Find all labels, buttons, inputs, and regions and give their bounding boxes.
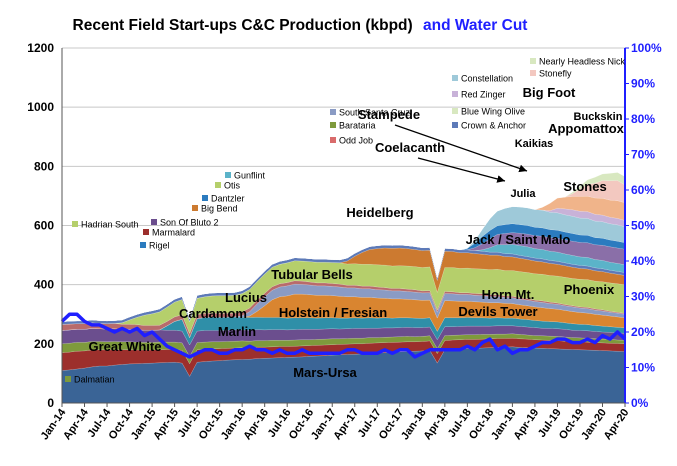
marker-nearly-headless-nick [530,58,536,64]
field-markers: Dalmatian Hadrian South Rigel MarmalardSon … [65,57,626,385]
marker-label-gunflint: Gunflint [234,171,266,181]
y2-tick-label: 80% [631,112,655,126]
area-label-kaikias: Kaikias [515,138,554,150]
y-tick-label: 1200 [27,41,54,55]
coelacanth-arrow [417,157,506,183]
chart-title: Recent Field Start-ups C&C Production (k… [73,17,528,34]
marker-big-bend [192,205,198,211]
marker-hadrian-south [72,221,78,227]
y2-tick-label: 50% [631,219,655,233]
y-tick-label: 200 [34,337,54,351]
area-label-buckskin: Buckskin [574,111,623,123]
water-cut-layer [60,312,627,359]
marker-label-dantzler: Dantzler [211,194,245,204]
marker-label-constellation: Constellation [461,74,513,84]
area-label-marlin: Marlin [218,324,256,339]
marker-label-barataria: Barataria [339,121,376,131]
marker-blue-wing-olive [452,108,458,114]
y2-tick-label: 70% [631,148,655,162]
marker-south-santa-cruz [330,109,336,115]
marker-label-son-of-bluto-2: Son Of Bluto 2 [160,218,219,228]
chart-title-part2: and Water Cut [423,17,527,34]
area-label-heidelberg: Heidelberg [346,205,413,220]
area-label-horn-mt: Horn Mt. [482,287,535,302]
marker-constellation [452,75,458,81]
area-label-mars-ursa: Mars-Ursa [293,365,357,380]
marker-label-crown-anchor: Crown & Anchor [461,121,526,131]
area-label-great-white: Great White [89,339,162,354]
marker-label-big-bend: Big Bend [201,204,238,214]
marker-label-otis: Otis [224,181,241,191]
y2-tick-label: 40% [631,254,655,268]
marker-label-nearly-headless-nick: Nearly Headless Nick [539,57,626,67]
stacked-areas [61,172,626,404]
annotation-arrows [394,124,528,183]
area-label-coelacanth: Coelacanth [375,140,445,155]
area-label-lucius: Lucius [225,290,267,305]
y2-tick-label: 0% [631,396,649,410]
marker-dalmatian [65,376,71,382]
y2-tick-label: 90% [631,77,655,91]
marker-otis [215,182,221,188]
y-tick-label: 0 [47,396,54,410]
marker-label-hadrian-south: Hadrian South [81,220,139,230]
area-label-big-foot: Big Foot [523,85,576,100]
marker-odd-job [330,137,336,143]
marker-stonefly [530,70,536,76]
area-label-devils-tower: Devils Tower [458,304,537,319]
marker-label-red-zinger: Red Zinger [461,90,506,100]
marker-barataria [330,122,336,128]
water-cut-line [60,312,627,359]
area-label-stones: Stones [563,179,606,194]
y2-tick-label: 10% [631,361,655,375]
y2-tick-label: 20% [631,325,655,339]
area-label-holstein-fresian: Holstein / Fresian [279,305,387,320]
area-labels: Mars-Ursa Great White Marlin Cardamom Holste… [89,85,625,380]
area-label-appomattox: Appomattox [548,121,625,136]
y2-tick-label: 100% [631,41,662,55]
marker-label-stonefly: Stonefly [539,69,572,79]
marker-label-south-santa-cruz: South Santa Cruz [339,108,411,118]
area-label-jack-saint-malo: Jack / Saint Malo [466,232,571,247]
area-label-cardamom: Cardamom [179,306,247,321]
marker-red-zinger [452,91,458,97]
y-tick-label: 1000 [27,100,54,114]
area-label-julia: Julia [510,188,536,200]
y-tick-label: 800 [34,159,54,173]
marker-marmalard [143,229,149,235]
y-tick-label: 400 [34,278,54,292]
marker-crown-anchor [452,122,458,128]
marker-label-rigel: Rigel [149,241,170,251]
y2-tick-label: 30% [631,290,655,304]
marker-son-of-bluto-2 [151,219,157,225]
marker-label-marmalard: Marmalard [152,228,195,238]
marker-label-dalmatian: Dalmatian [74,375,115,385]
area-label-stampede: Stampede [358,107,420,122]
stampede-arrow [394,124,528,173]
marker-label-odd-job: Odd Job [339,136,373,146]
marker-label-blue-wing-olive: Blue Wing Olive [461,107,525,117]
area-label-tubular-bells: Tubular Bells [271,267,352,282]
y-tick-label: 600 [34,219,54,233]
marker-dantzler [202,195,208,201]
marker-rigel [140,242,146,248]
area-label-phoenix: Phoenix [564,282,615,297]
marker-gunflint [225,172,231,178]
chart-title-part1: Recent Field Start-ups C&C Production (k… [73,17,413,34]
y2-tick-label: 60% [631,183,655,197]
